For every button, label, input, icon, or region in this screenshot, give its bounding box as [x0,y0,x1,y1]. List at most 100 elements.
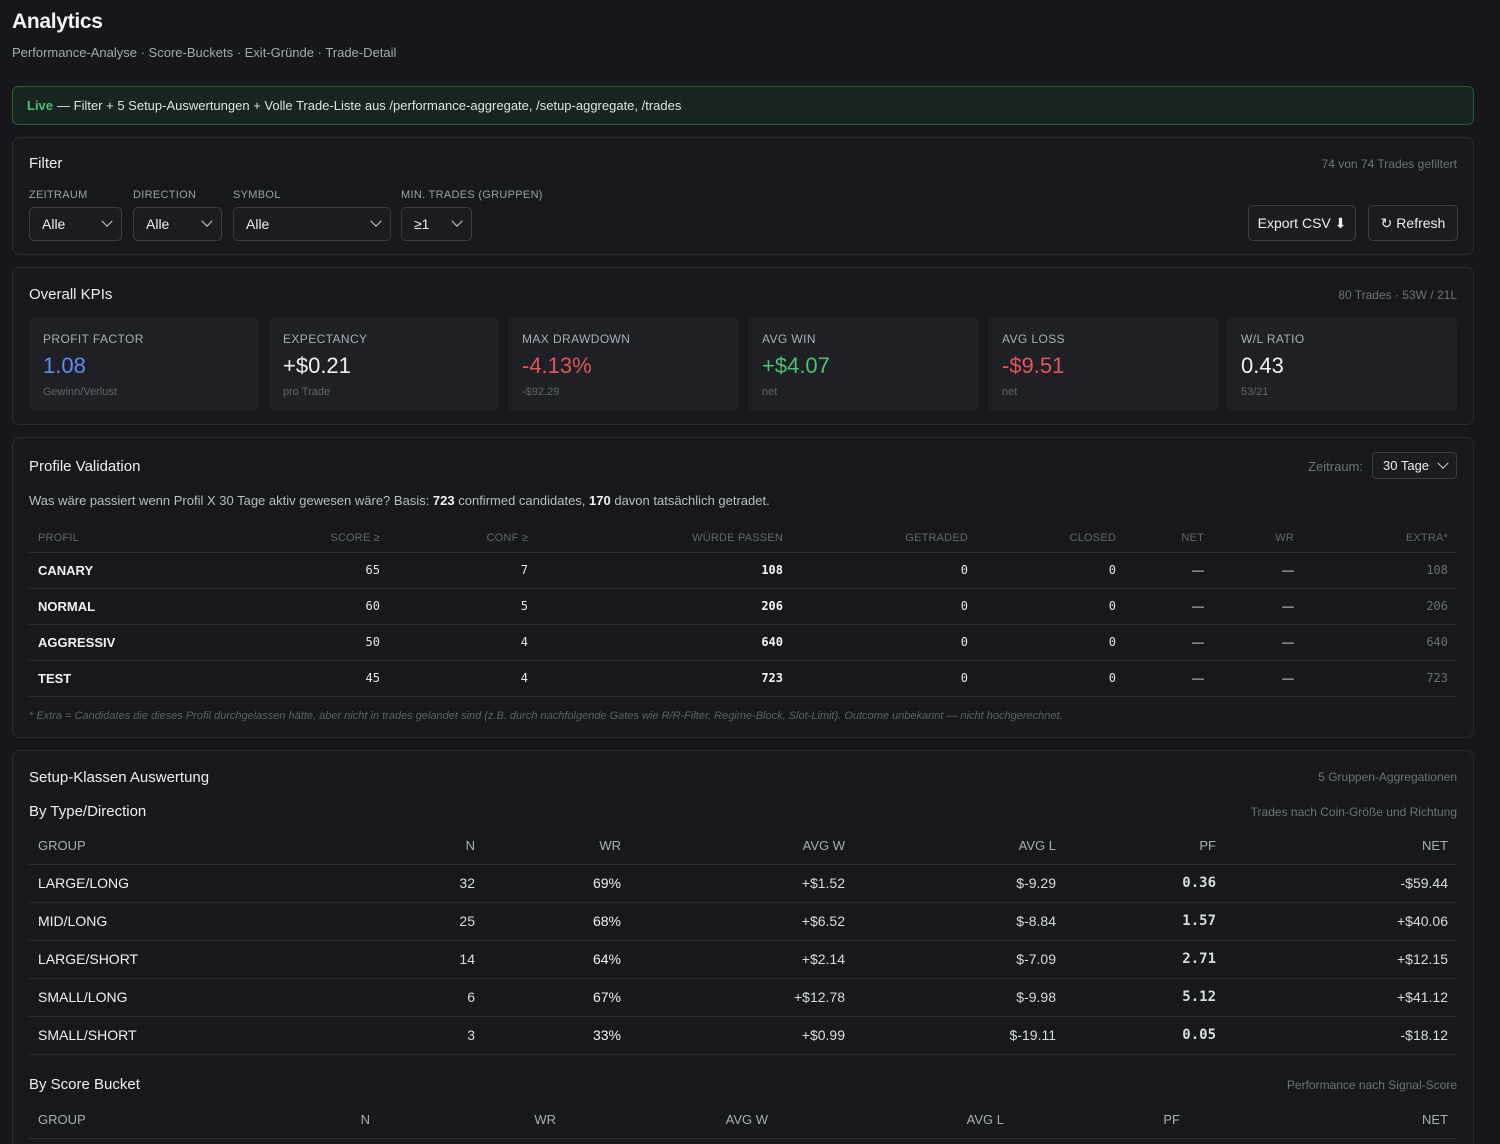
kpi-value: 0.43 [1241,353,1284,378]
live-tag: Live [27,98,54,113]
chevron-down-icon [201,215,213,227]
cell-n: 14 [329,940,484,979]
kpi-label: AVG LOSS [1002,332,1066,346]
profile-zeitraum-value: 30 Tage [1383,458,1430,473]
table-row[interactable]: SMALL/LONG 6 67% +$12.78 $-9.98 5.12 +$4… [29,978,1457,1017]
cell-n: 3 [329,1016,484,1055]
filter-card: Filter 74 von 74 Trades gefiltert ZEITRA… [12,137,1474,255]
kpi-sub: net [762,386,778,398]
by-score-table: GROUP N WR AVG W AVG L PF NET [29,1102,1457,1139]
symbol-select[interactable]: Alle [233,207,391,241]
cell-wr: — [1213,660,1303,697]
cell-avg-l: $-8.84 [854,902,1065,941]
table-row[interactable]: MID/LONG 25 68% +$6.52 $-8.84 1.57 +$40.… [29,902,1457,941]
cell-extra: 723 [1303,660,1457,697]
col-header: PF [1065,828,1225,865]
cell-wr: 33% [484,1016,630,1055]
table-row[interactable]: LARGE/LONG 32 69% +$1.52 $-9.29 0.36 -$5… [29,864,1457,903]
table-header-row: GROUP N WR AVG W AVG L PF NET [29,828,1457,865]
cell-n: 32 [329,864,484,903]
table-row[interactable]: TEST 45 4 723 0 0 — — 723 [29,660,1457,697]
col-header: GROUP [29,828,329,865]
table-row[interactable]: AGGRESSIV 50 4 640 0 0 — — 640 [29,624,1457,661]
col-header: WÜRDE PASSEN [537,524,792,553]
col-header: EXTRA* [1303,524,1457,553]
direction-select[interactable]: Alle [133,207,222,241]
cell-avg-l: $-9.29 [854,864,1065,903]
cell-closed: 0 [977,624,1125,661]
kpi-title: Overall KPIs [29,286,113,303]
cell-n: 6 [329,978,484,1017]
col-header: NET [1225,828,1457,865]
zeitraum-select[interactable]: Alle [29,207,122,241]
cell-score: 60 [279,588,389,625]
cell-wr: — [1213,588,1303,625]
kpi-label: W/L RATIO [1241,332,1305,346]
profile-description: Was wäre passiert wenn Profil X 30 Tage … [29,493,770,508]
cell-net: — [1125,588,1213,625]
kpi-value: 1.08 [43,353,86,378]
col-header: AVG L [777,1102,1013,1139]
table-header-row: GROUP N WR AVG W AVG L PF NET [29,1102,1457,1139]
cell-pass: 206 [537,588,792,625]
chevron-down-icon [1437,457,1449,469]
zeitraum-value: Alle [42,216,66,232]
col-header: AVG W [565,1102,777,1139]
export-csv-button[interactable]: Export CSV ⬇ [1248,205,1356,241]
kpi-card: Overall KPIs 80 Trades · 53W / 21L PROFI… [12,267,1474,425]
cell-avg-l: $-7.09 [854,940,1065,979]
col-header: CONF ≥ [389,524,537,553]
cell-group: LARGE/SHORT [29,940,329,979]
chevron-down-icon [101,215,113,227]
cell-pass: 108 [537,552,792,589]
cell-net: -$18.12 [1225,1016,1457,1055]
cell-avg-w: +$2.14 [630,940,854,979]
desc-traded-count: 170 [589,493,611,508]
kpi-value: +$4.07 [762,353,830,378]
refresh-button[interactable]: ↻ Refresh [1368,205,1458,241]
cell-closed: 0 [977,552,1125,589]
cell-wr: 64% [484,940,630,979]
kpi-expectancy: EXPECTANCY +$0.21 pro Trade [269,317,499,411]
table-row[interactable]: LARGE/SHORT 14 64% +$2.14 $-7.09 2.71 +$… [29,940,1457,979]
cell-net: — [1125,660,1213,697]
table-row[interactable]: NORMAL 60 5 206 0 0 — — 206 [29,588,1457,625]
kpi-wl-ratio: W/L RATIO 0.43 53/21 [1227,317,1457,411]
zeitraum-label: ZEITRAUM [29,189,88,201]
table-row[interactable]: SMALL/SHORT 3 33% +$0.99 $-19.11 0.05 -$… [29,1016,1457,1055]
cell-avg-w: +$1.52 [630,864,854,903]
cell-conf: 5 [389,588,537,625]
cell-pf: 2.71 [1065,940,1225,979]
cell-traded: 0 [792,660,977,697]
cell-group: SMALL/LONG [29,978,329,1017]
cell-conf: 7 [389,552,537,589]
table-row[interactable]: CANARY 65 7 108 0 0 — — 108 [29,552,1457,589]
cell-score: 45 [279,660,389,697]
col-header: NET [1125,524,1213,553]
page-subtitle: Performance-Analyse · Score-Buckets · Ex… [12,45,397,60]
cell-net: — [1125,552,1213,589]
kpi-avg-win: AVG WIN +$4.07 net [748,317,978,411]
profile-validation-card: Profile Validation Zeitraum: 30 Tage Was… [12,437,1474,738]
min-trades-select[interactable]: ≥1 [401,207,472,241]
symbol-label: SYMBOL [233,189,281,201]
kpi-avg-loss: AVG LOSS -$9.51 net [988,317,1218,411]
live-banner-text: — Filter + 5 Setup-Auswertungen + Volle … [57,98,682,113]
cell-avg-w: +$0.99 [630,1016,854,1055]
cell-traded: 0 [792,588,977,625]
col-header: WR [379,1102,565,1139]
cell-score: 65 [279,552,389,589]
profile-footnote: * Extra = Candidates die dieses Profil d… [29,710,1063,722]
by-type-title: By Type/Direction [29,803,147,820]
cell-net: +$40.06 [1225,902,1457,941]
kpi-max-drawdown: MAX DRAWDOWN -4.13% -$92.29 [508,317,738,411]
col-header: GETRADED [792,524,977,553]
cell-traded: 0 [792,624,977,661]
page-title: Analytics [12,10,103,33]
desc-candidates-count: 723 [432,493,455,508]
profile-zeitraum-select[interactable]: 30 Tage [1372,452,1457,479]
cell-pf: 5.12 [1065,978,1225,1017]
cell-n: 25 [329,902,484,941]
col-header: AVG W [630,828,854,865]
kpi-sub: Gewinn/Verlust [43,386,117,398]
